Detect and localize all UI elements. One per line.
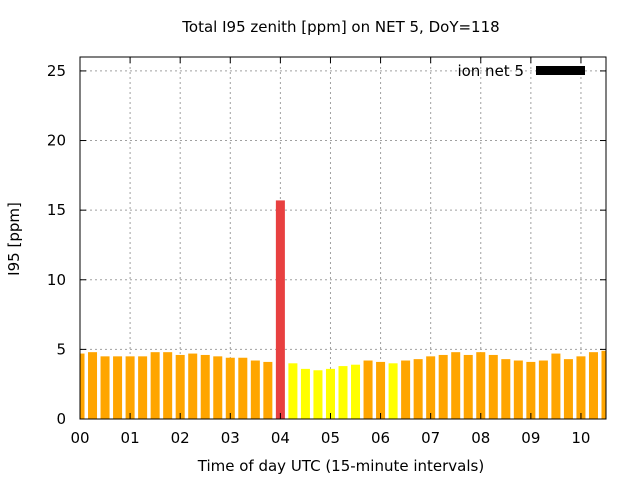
x-tick-label: 07 bbox=[421, 429, 440, 447]
bar bbox=[325, 368, 335, 419]
y-tick-label: 0 bbox=[56, 410, 66, 428]
y-tick-label: 20 bbox=[47, 132, 66, 150]
bar bbox=[300, 368, 310, 419]
bar bbox=[488, 354, 498, 419]
bar bbox=[150, 352, 160, 419]
bar bbox=[138, 356, 148, 419]
bar bbox=[501, 359, 511, 419]
y-tick-label: 5 bbox=[56, 340, 66, 358]
bar bbox=[250, 360, 260, 419]
x-tick-label: 10 bbox=[571, 429, 590, 447]
bar bbox=[438, 354, 448, 419]
bar bbox=[80, 353, 85, 419]
y-axis-label: I95 [ppm] bbox=[5, 202, 23, 276]
bar bbox=[563, 359, 573, 419]
bar bbox=[526, 361, 536, 419]
bar bbox=[175, 354, 185, 419]
bar bbox=[588, 352, 598, 419]
bar bbox=[263, 361, 273, 419]
bar bbox=[188, 353, 198, 419]
x-tick-label: 02 bbox=[171, 429, 190, 447]
chart-title: Total I95 zenith [ppm] on NET 5, DoY=118 bbox=[181, 18, 499, 36]
x-tick-label: 09 bbox=[521, 429, 540, 447]
bar bbox=[576, 356, 586, 419]
x-tick-label: 01 bbox=[121, 429, 140, 447]
bar bbox=[275, 200, 285, 419]
legend-swatch bbox=[536, 66, 585, 75]
bar bbox=[100, 356, 110, 419]
bar bbox=[288, 363, 298, 419]
bar bbox=[388, 363, 398, 419]
x-axis-label: Time of day UTC (15-minute intervals) bbox=[197, 457, 484, 475]
bar bbox=[401, 360, 411, 419]
bar bbox=[363, 360, 373, 419]
bar bbox=[213, 356, 223, 419]
plot-frame bbox=[79, 56, 607, 420]
legend-label: ion net 5 bbox=[457, 62, 524, 80]
y-tick-label: 25 bbox=[47, 62, 66, 80]
bar bbox=[113, 356, 123, 419]
bar bbox=[88, 352, 98, 419]
bar bbox=[451, 352, 461, 419]
bar bbox=[200, 354, 210, 419]
x-tick-label: 00 bbox=[70, 429, 89, 447]
y-tick-label: 15 bbox=[47, 201, 66, 219]
x-tick-label: 03 bbox=[221, 429, 240, 447]
bar bbox=[601, 350, 606, 419]
bar bbox=[376, 361, 386, 419]
bar bbox=[426, 356, 436, 419]
x-tick-label: 08 bbox=[471, 429, 490, 447]
bar bbox=[476, 352, 486, 419]
bar bbox=[551, 353, 561, 419]
bars bbox=[80, 200, 606, 419]
bar bbox=[513, 360, 523, 419]
y-tick-label: 10 bbox=[47, 271, 66, 289]
bar bbox=[125, 356, 135, 419]
bar bbox=[238, 357, 248, 419]
bar bbox=[163, 352, 173, 419]
x-tick-label: 05 bbox=[321, 429, 340, 447]
bar bbox=[338, 366, 348, 419]
bar bbox=[225, 357, 235, 419]
bar bbox=[313, 370, 323, 419]
bar bbox=[463, 354, 473, 419]
bar bbox=[351, 364, 361, 419]
x-tick-label: 04 bbox=[271, 429, 290, 447]
bar bbox=[538, 360, 548, 419]
bar bbox=[413, 359, 423, 419]
legend: ion net 5 bbox=[457, 62, 585, 80]
x-tick-label: 06 bbox=[371, 429, 390, 447]
